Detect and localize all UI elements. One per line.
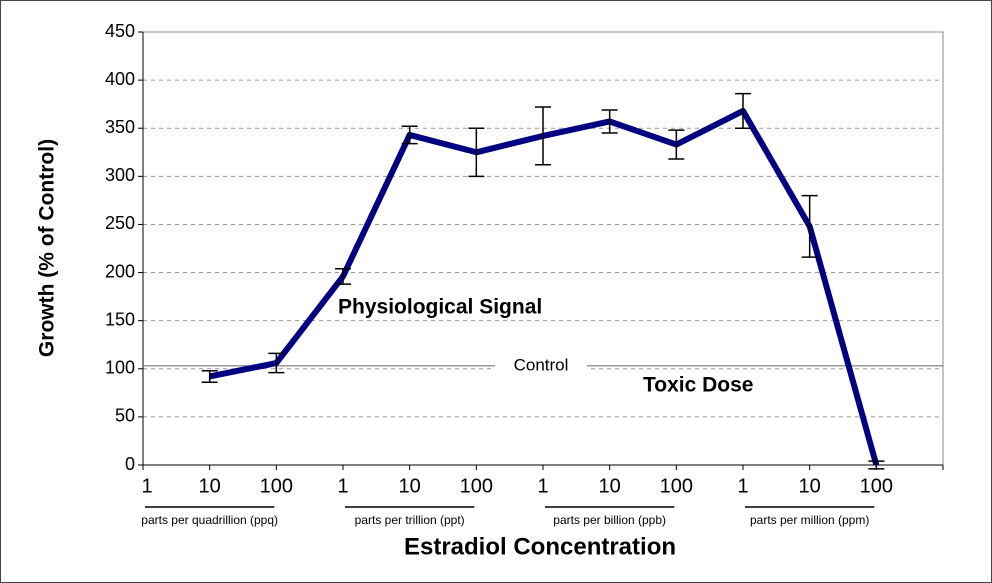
annotation: Physiological Signal [338,296,542,319]
x-tick-label: 100 [260,475,293,497]
x-tick-label: 10 [399,475,421,497]
x-tick-label: 10 [199,475,221,497]
error-bar [335,267,351,285]
error-bar [801,194,818,258]
control-label: Control [514,355,569,374]
x-tick-label: 100 [660,475,693,497]
y-tick-label: 200 [105,261,135,281]
x-tick-label: 1 [337,475,348,497]
annotation: Toxic Dose [643,374,753,397]
error-bar [735,92,751,129]
x-tick-label: 10 [599,475,621,497]
y-tick-label: 300 [105,165,135,185]
y-tick-label: 0 [125,454,135,474]
x-axis-title: Estradiol Concentration [404,533,676,560]
error-bar [268,352,285,374]
y-tick-label: 400 [105,69,135,89]
y-axis-title: Growth (% of Control) [36,139,59,357]
y-tick-label: 100 [105,358,135,378]
error-bar [201,369,218,383]
error-bar [868,460,885,470]
y-tick-label: 350 [105,117,135,137]
y-tick-label: 150 [105,309,135,329]
error-bar [401,125,418,145]
y-tick-label: 250 [105,213,135,233]
x-tick-label: 100 [860,475,893,497]
y-tick-label: 450 [105,21,135,41]
x-tick-label: 100 [460,475,493,497]
x-tick-label: 1 [537,475,548,497]
error-bar [468,127,485,178]
x-tick-label: 1 [737,475,748,497]
group-label: parts per million (ppm) [750,513,869,527]
plot-area [142,31,944,466]
control-label-bg [495,355,587,376]
group-label: parts per billion (ppb) [553,513,666,527]
x-tick-label: 1 [141,475,152,497]
group-label: parts per quadrillion (ppq) [141,513,278,527]
error-bar [535,106,551,166]
group-label: parts per trillion (ppt) [355,513,465,527]
y-tick-label: 50 [115,406,135,426]
x-tick-label: 10 [799,475,821,497]
error-bar [601,109,618,134]
error-bar [668,129,685,160]
